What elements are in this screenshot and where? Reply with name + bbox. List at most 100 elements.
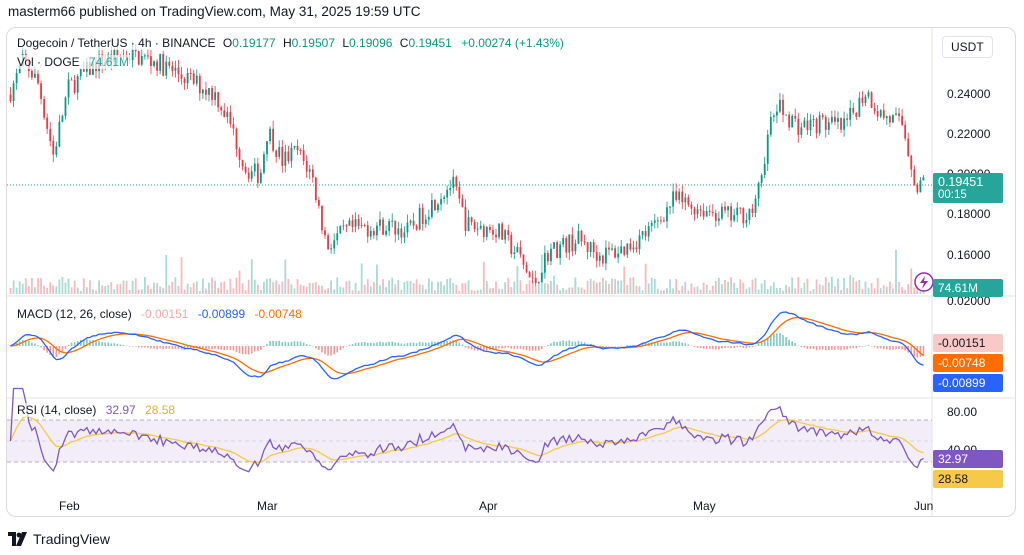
macd-hist-bar bbox=[278, 340, 281, 346]
candle-body bbox=[406, 222, 409, 233]
volume-bar bbox=[574, 277, 577, 294]
volume-bar bbox=[904, 289, 907, 294]
volume-bar bbox=[519, 280, 522, 294]
macd-hist-bar bbox=[434, 341, 436, 346]
volume-bar bbox=[601, 277, 604, 294]
macd-hist-bar bbox=[98, 340, 100, 346]
volume-bar bbox=[147, 285, 149, 294]
macd-hist-bar bbox=[223, 346, 226, 351]
volume-bar bbox=[198, 290, 201, 294]
volume-bar bbox=[171, 281, 174, 294]
rsi-label[interactable]: RSI (14, close) bbox=[17, 403, 97, 417]
macd-hist-bar bbox=[739, 346, 742, 348]
macd-hist-bar bbox=[296, 341, 299, 346]
candle-body bbox=[241, 159, 244, 167]
rsi-ma-line bbox=[9, 415, 924, 464]
volume-bar bbox=[308, 283, 311, 294]
macd-hist-bar bbox=[119, 344, 122, 346]
volume-legend[interactable]: Vol · DOGE 74.61M bbox=[15, 55, 132, 69]
macd-hist-bar bbox=[504, 346, 506, 348]
macd-hist-bar bbox=[889, 346, 891, 350]
macd-label[interactable]: MACD (12, 26, close) bbox=[17, 307, 132, 321]
macd-hist-bar bbox=[705, 346, 708, 349]
candle-body bbox=[333, 240, 336, 249]
volume-bar bbox=[382, 279, 384, 294]
candle-body bbox=[269, 128, 271, 142]
macd-hist-bar bbox=[754, 345, 757, 347]
rsi-legend[interactable]: RSI (14, close) 32.97 28.58 bbox=[15, 403, 178, 417]
candle-body bbox=[611, 248, 613, 250]
macd-hist-bar bbox=[779, 333, 781, 346]
macd-hist-bar bbox=[122, 345, 125, 346]
candle-body bbox=[727, 206, 729, 211]
candle-body bbox=[867, 92, 870, 97]
volume-bar bbox=[272, 282, 275, 294]
candle-body bbox=[195, 75, 198, 84]
candle-body bbox=[211, 88, 213, 100]
time-tick: Apr bbox=[479, 499, 498, 513]
macd-hist-bar bbox=[519, 346, 522, 349]
volume-label[interactable]: Vol · DOGE bbox=[17, 55, 80, 69]
volume-bar bbox=[409, 281, 412, 294]
candle-body bbox=[391, 220, 394, 222]
macd-hist-bar bbox=[876, 346, 879, 349]
volume-bar bbox=[345, 281, 348, 294]
volume-bar bbox=[595, 282, 598, 294]
candle-body bbox=[797, 118, 800, 135]
volume-bar bbox=[443, 285, 445, 294]
tradingview-footer[interactable]: TradingView bbox=[8, 531, 110, 547]
macd-hist-bar bbox=[354, 342, 357, 346]
macd-hist-bar bbox=[653, 342, 656, 346]
candle-body bbox=[531, 277, 534, 279]
volume-bar bbox=[861, 288, 864, 294]
candle-body bbox=[296, 146, 299, 151]
volume-bar bbox=[82, 278, 85, 294]
macd-hist-bar bbox=[641, 343, 644, 346]
volume-bar bbox=[241, 283, 244, 294]
volume-bar bbox=[501, 288, 504, 294]
macd-hist-bar bbox=[345, 346, 348, 347]
volume-bar bbox=[589, 278, 592, 294]
volume-bar bbox=[559, 290, 562, 294]
volume-bar bbox=[699, 289, 702, 294]
volume-bar bbox=[846, 288, 849, 294]
candle-body bbox=[605, 247, 607, 264]
candle-body bbox=[12, 83, 15, 101]
macd-hist-bar bbox=[681, 342, 684, 346]
volume-bar bbox=[220, 282, 223, 294]
time-tick: Feb bbox=[59, 499, 80, 513]
volume-bar bbox=[61, 277, 64, 294]
candle-body bbox=[342, 225, 345, 227]
macd-hist-bar bbox=[308, 344, 311, 346]
candle-body bbox=[49, 128, 52, 141]
candle-body bbox=[711, 212, 714, 214]
macd-hist-bar bbox=[458, 342, 461, 346]
volume-bar bbox=[403, 282, 406, 294]
candle-body bbox=[659, 220, 662, 222]
volume-bar bbox=[116, 284, 119, 294]
symbol-legend[interactable]: Dogecoin / TetherUS · 4h · BINANCE O0.19… bbox=[15, 36, 566, 50]
volume-bar bbox=[418, 284, 421, 294]
volume-bar bbox=[125, 280, 128, 294]
macd-hist-bar bbox=[64, 346, 67, 349]
volume-bar bbox=[15, 287, 18, 294]
volume-bar bbox=[873, 288, 876, 294]
macd-hist-bar bbox=[605, 346, 607, 347]
volume-bar bbox=[892, 288, 894, 294]
candle-body bbox=[892, 114, 894, 123]
currency-button[interactable]: USDT bbox=[942, 36, 993, 58]
volume-bar bbox=[119, 283, 122, 294]
symbol-title[interactable]: Dogecoin / TetherUS · 4h · BINANCE bbox=[17, 36, 216, 50]
candle-body bbox=[485, 227, 488, 237]
macd-hist-bar bbox=[211, 346, 213, 350]
candle-body bbox=[873, 107, 876, 112]
macd-legend[interactable]: MACD (12, 26, close) -0.00151 -0.00899 -… bbox=[15, 307, 304, 321]
macd-hist-bar bbox=[394, 342, 397, 346]
volume-bar bbox=[568, 287, 571, 294]
macd-hist-bar bbox=[657, 342, 659, 346]
volume-bar bbox=[727, 281, 729, 294]
volume-bar bbox=[363, 284, 366, 294]
macd-hist-bar bbox=[690, 345, 693, 347]
